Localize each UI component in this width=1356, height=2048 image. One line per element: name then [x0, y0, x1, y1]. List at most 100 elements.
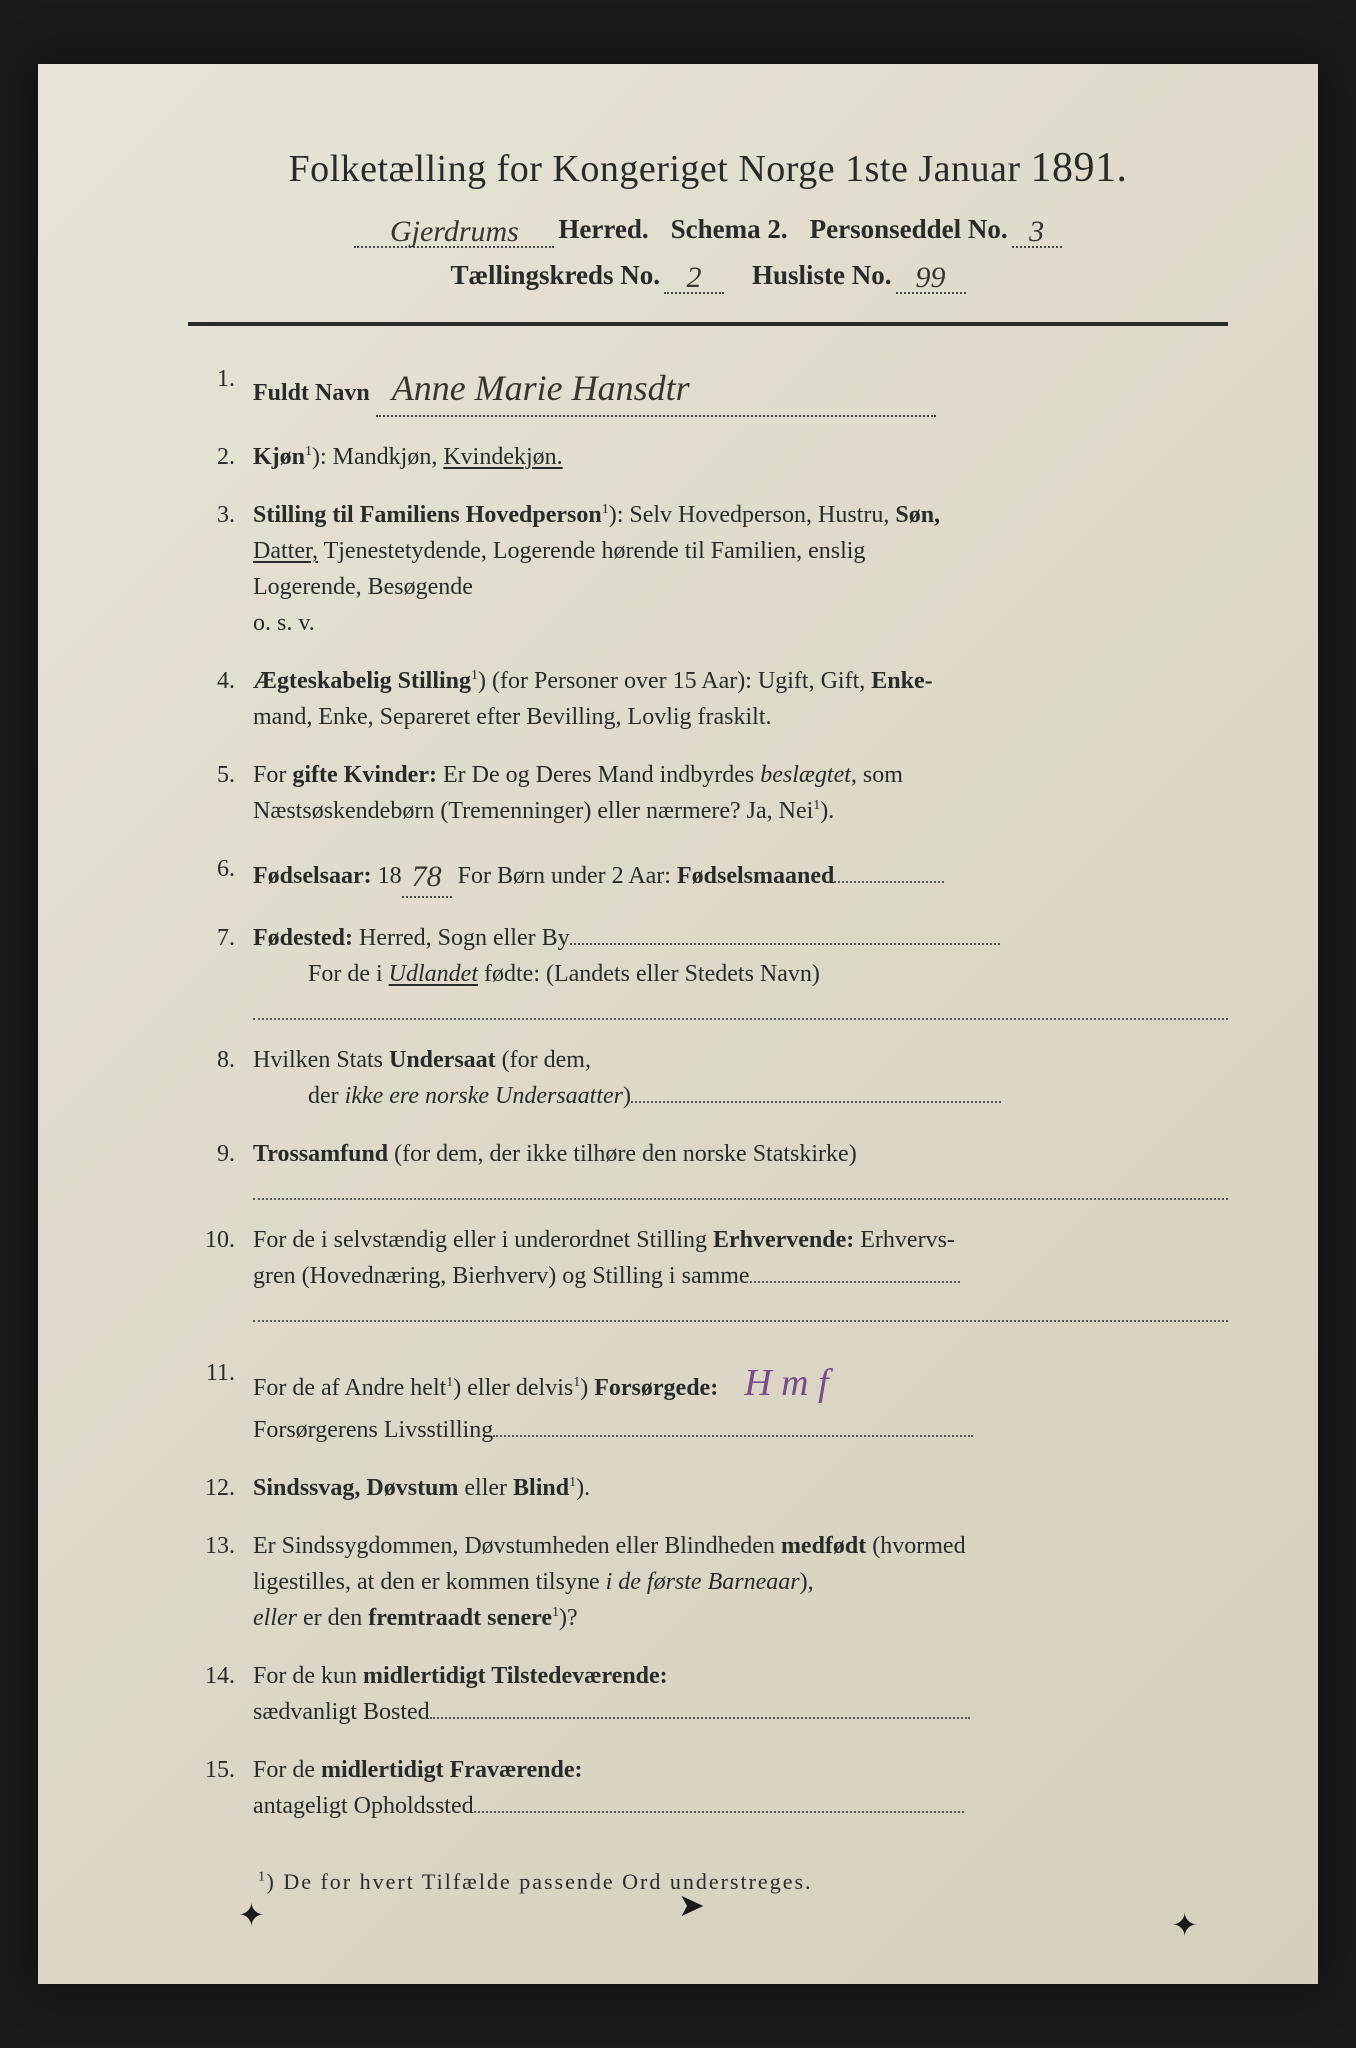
item-number: 3. [198, 497, 253, 641]
title-text: Folketælling for Kongeriget Norge 1ste J… [288, 148, 1020, 190]
item-content: Fuldt Navn Anne Marie Hansdtr [253, 361, 1228, 417]
personseddel-field: 3 [1012, 212, 1062, 248]
text: ). [576, 1475, 590, 1501]
page-marks: ✦ ➤ ✦ [38, 1884, 1318, 1944]
text: eller [458, 1475, 513, 1501]
item-2: 2. Kjøn1): Mandkjøn, Kvindekjøn. [198, 439, 1228, 475]
sup: 1 [471, 668, 478, 683]
name-field: Anne Marie Hansdtr [376, 361, 936, 417]
text: For de af Andre helt [253, 1375, 446, 1401]
bold-text: midlertidigt Tilstedeværende: [363, 1663, 668, 1689]
text: Herred, Sogn eller By [353, 925, 570, 951]
sup: 1 [258, 1870, 267, 1885]
text: fødte: (Landets eller Stedets Navn) [478, 961, 820, 987]
bold-text: Sindssvag, Døvstum [253, 1475, 458, 1501]
bold-text: gifte Kvinder: [292, 762, 437, 788]
kreds-field: 2 [664, 258, 724, 294]
text: Forsørgerens Livsstilling [253, 1417, 493, 1443]
text: )? [559, 1605, 578, 1631]
schema-label: Schema 2. [671, 214, 788, 245]
text: som [857, 762, 903, 788]
field [493, 1435, 973, 1437]
husliste-value: 99 [916, 261, 946, 294]
sup: 1 [552, 1605, 559, 1620]
form-body: 1. Fuldt Navn Anne Marie Hansdtr 2. Kjøn… [188, 361, 1228, 1824]
options-text: ): Mandkjøn, [312, 444, 443, 470]
italic-underlined: Udlandet [389, 961, 478, 987]
personseddel-value: 3 [1029, 215, 1044, 248]
sup: 1 [305, 444, 312, 459]
continuation: der ikke ere norske Undersaatter) [253, 1083, 1001, 1109]
subtitle-2: Tællingskreds No. 2 Husliste No. 99 [188, 258, 1228, 294]
document-page: Folketælling for Kongeriget Norge 1ste J… [38, 64, 1318, 1984]
item-content: For de midlertidigt Fraværende: antageli… [253, 1752, 1228, 1824]
item-content: Ægteskabelig Stilling1) (for Personer ov… [253, 663, 1228, 735]
item-label: Fødselsaar: [253, 863, 372, 889]
year-field: 78 [402, 851, 452, 898]
item-label: Kjøn [253, 444, 305, 470]
selected-option: Datter, [253, 538, 318, 564]
bold-text: Erhvervende: [713, 1227, 854, 1253]
text: ) [580, 1375, 594, 1401]
item-13: 13. Er Sindssygdommen, Døvstumheden elle… [198, 1528, 1228, 1636]
item-content: Stilling til Familiens Hovedperson1): Se… [253, 497, 1228, 641]
item-number: 15. [198, 1752, 253, 1824]
birthplace-field [570, 943, 1000, 945]
text: 18 [372, 863, 402, 889]
dotted-line [253, 998, 1228, 1020]
text: For [253, 762, 292, 788]
kreds-label: Tællingskreds No. [450, 260, 660, 291]
bold-text: midlertidigt Fraværende: [321, 1757, 583, 1783]
text: For de kun [253, 1663, 363, 1689]
text: ) [623, 1083, 631, 1109]
text: ) eller delvis [453, 1375, 573, 1401]
item-label: Ægteskabelig Stilling [253, 668, 471, 694]
text: antageligt Opholdssted [253, 1793, 474, 1819]
bold-text: Søn, [895, 502, 940, 528]
ink-mark-icon: ✦ [238, 1896, 265, 1934]
field [631, 1101, 1001, 1103]
text: For de i [308, 961, 389, 987]
item-content: Fødselsaar: 18 78 For Børn under 2 Aar: F… [253, 851, 1228, 898]
purple-annotation: H m f [744, 1355, 828, 1412]
bold-text: Enke- [871, 668, 932, 694]
item-number: 1. [198, 361, 253, 417]
bold-text: Trossamfund [253, 1141, 388, 1167]
main-title: Folketælling for Kongeriget Norge 1ste J… [188, 144, 1228, 192]
sup: 1 [602, 502, 609, 517]
text: Tjenestetydende, Logerende hørende til F… [318, 538, 865, 564]
text: ) (for Personer over 15 Aar): Ugift, Gif… [478, 668, 871, 694]
personseddel-label: Personseddel No. [810, 214, 1008, 245]
item-14: 14. For de kun midlertidigt Tilstedevære… [198, 1658, 1228, 1730]
bold-text: Undersaat [389, 1047, 496, 1073]
italic-text: beslægtet, [760, 762, 857, 788]
item-10: 10. For de i selvstændig eller i underor… [198, 1222, 1228, 1322]
dotted-line [253, 1178, 1228, 1200]
item-7: 7. Fødested: Herred, Sogn eller By For d… [198, 920, 1228, 1020]
item-number: 9. [198, 1136, 253, 1200]
continuation: For de i Udlandet fødte: (Landets eller … [253, 956, 1228, 992]
text: Erhvervs- [854, 1227, 955, 1253]
bold-text: Fødselsmaaned [677, 863, 834, 889]
item-number: 12. [198, 1470, 253, 1506]
dotted-line [253, 1300, 1228, 1322]
text: ). [820, 798, 834, 824]
header-rule [188, 322, 1228, 326]
form-header: Folketælling for Kongeriget Norge 1ste J… [188, 144, 1228, 294]
item-6: 6. Fødselsaar: 18 78 For Børn under 2 Aar… [198, 851, 1228, 898]
herred-value: Gjerdrums [390, 215, 519, 248]
year-value: 78 [412, 860, 442, 893]
bold-text: medfødt [781, 1533, 866, 1559]
item-number: 8. [198, 1042, 253, 1114]
item-content: For de af Andre helt1) eller delvis1) Fo… [253, 1355, 1228, 1448]
ink-mark-icon: ➤ [678, 1886, 705, 1924]
item-label: Stilling til Familiens Hovedperson [253, 502, 602, 528]
text: o. s. v. [253, 610, 315, 636]
text: Logerende, Besøgende [253, 574, 473, 600]
item-number: 6. [198, 851, 253, 898]
title-year: 1891. [1031, 145, 1128, 191]
item-content: For de i selvstændig eller i underordnet… [253, 1222, 1228, 1322]
text: For Børn under 2 Aar: [452, 863, 677, 889]
text: For de [253, 1757, 321, 1783]
italic-text: i de første Barneaar [606, 1569, 800, 1595]
